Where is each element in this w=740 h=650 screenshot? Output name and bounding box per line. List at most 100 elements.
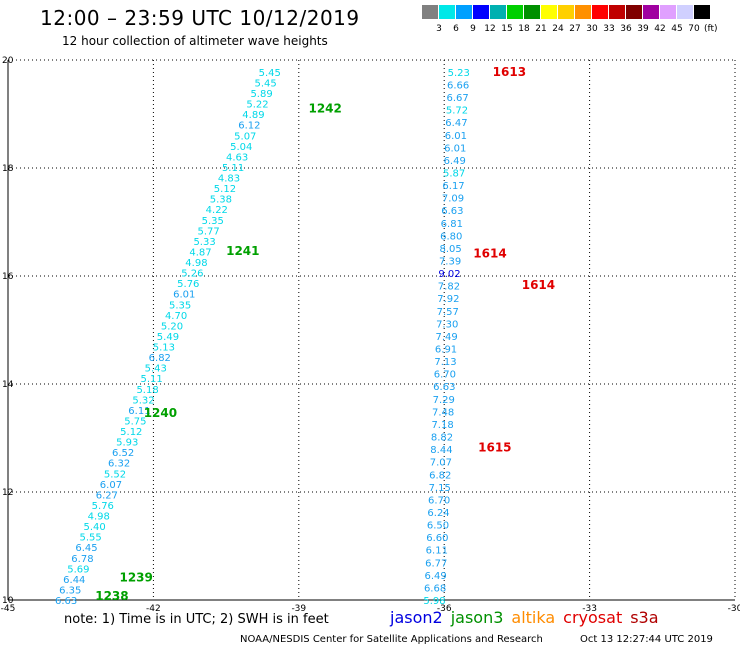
color-scale-swatch bbox=[507, 5, 523, 19]
swh-reading-jason3: 4.22 bbox=[206, 205, 228, 216]
pass-number-label: 1614 bbox=[473, 246, 506, 260]
color-scale-swatch bbox=[575, 5, 591, 19]
swh-reading-jason3: 4.63 bbox=[226, 152, 248, 163]
x-tick-label: -30 bbox=[728, 604, 740, 614]
swh-reading-cryosat: 6.63 bbox=[441, 206, 463, 217]
color-scale-label: 24 bbox=[552, 24, 564, 34]
swh-reading-jason3: 6.44 bbox=[63, 575, 85, 586]
swh-reading-cryosat: 8.05 bbox=[440, 244, 462, 255]
color-scale-label: 6 bbox=[453, 24, 459, 34]
swh-reading-jason3: 5.33 bbox=[193, 237, 215, 248]
color-scale-swatch bbox=[456, 5, 472, 19]
swh-reading-jason3: 4.70 bbox=[165, 311, 187, 322]
swh-reading-cryosat: 8.44 bbox=[430, 445, 452, 456]
pass-number-label: 1613 bbox=[493, 65, 526, 79]
swh-reading-jason3: 6.07 bbox=[100, 480, 122, 491]
color-scale-swatch bbox=[592, 5, 608, 19]
swh-reading-cryosat: 8.82 bbox=[431, 433, 453, 444]
y-tick-label: 12 bbox=[2, 488, 13, 498]
swh-reading-cryosat: 6.77 bbox=[425, 558, 447, 569]
chart-title: 12:00 – 23:59 UTC 10/12/2019 bbox=[40, 6, 360, 30]
color-scale-swatch bbox=[473, 5, 489, 19]
swh-reading-cryosat: 6.01 bbox=[444, 143, 466, 154]
swh-reading-cryosat: 7.48 bbox=[432, 407, 454, 418]
swh-reading-jason3: 4.98 bbox=[185, 258, 207, 269]
y-tick-label: 10 bbox=[2, 596, 14, 606]
color-scale-label: 27 bbox=[569, 24, 581, 34]
color-scale-swatch bbox=[677, 5, 693, 19]
x-tick-label: -33 bbox=[582, 604, 597, 614]
swh-reading-cryosat: 6.91 bbox=[435, 345, 457, 356]
swh-reading-cryosat: 6.70 bbox=[434, 370, 456, 381]
swh-reading-jason3: 6.45 bbox=[75, 543, 97, 554]
swh-reading-cryosat: 7.09 bbox=[442, 194, 464, 205]
pass-number-label: 1615 bbox=[478, 441, 511, 455]
color-scale-label: 45 bbox=[671, 24, 683, 34]
x-tick-label: -42 bbox=[146, 604, 161, 614]
color-scale-label: 21 bbox=[535, 24, 547, 34]
y-tick-label: 20 bbox=[2, 56, 14, 66]
color-scale-label: 9 bbox=[470, 24, 476, 34]
swh-reading-cryosat: 6.49 bbox=[444, 156, 466, 167]
x-tick-label: -36 bbox=[437, 604, 452, 614]
swh-reading-jason3: 5.43 bbox=[145, 364, 167, 375]
color-scale-unit: (ft) bbox=[704, 24, 718, 34]
color-scale-swatch bbox=[694, 5, 710, 19]
swh-reading-jason3: 6.35 bbox=[59, 585, 81, 596]
swh-reading-jason3: 5.26 bbox=[181, 269, 203, 280]
swh-reading-jason3: 5.45 bbox=[255, 78, 277, 89]
legend-s3a: s3a bbox=[630, 608, 659, 627]
swh-reading-cryosat: 6.50 bbox=[427, 521, 449, 532]
swh-reading-jason3: 6.27 bbox=[96, 490, 118, 501]
swh-reading-jason3: 5.55 bbox=[79, 533, 101, 544]
legend-cryosat: cryosat bbox=[563, 608, 623, 627]
color-scale-swatch bbox=[626, 5, 642, 19]
footnote: note: 1) Time is in UTC; 2) SWH is in fe… bbox=[64, 612, 329, 627]
swh-reading-jason3: 5.76 bbox=[177, 279, 199, 290]
chart-subtitle: 12 hour collection of altimeter wave hei… bbox=[62, 34, 328, 48]
swh-reading-jason3: 4.98 bbox=[88, 512, 110, 523]
swh-reading-cryosat: 6.24 bbox=[427, 508, 449, 519]
swh-reading-cryosat: 6.47 bbox=[445, 118, 467, 129]
swh-reading-cryosat: 6.01 bbox=[445, 131, 467, 142]
color-scale-label: 33 bbox=[603, 24, 615, 34]
x-tick-label: -45 bbox=[1, 604, 16, 614]
swh-reading-cryosat: 6.11 bbox=[426, 546, 448, 557]
swh-reading-jason3: 5.75 bbox=[124, 416, 146, 427]
color-scale-swatch bbox=[490, 5, 506, 19]
swh-reading-cryosat: 7.13 bbox=[434, 357, 456, 368]
swh-reading-cryosat: 5.87 bbox=[443, 168, 465, 179]
swh-reading-cryosat: 6.17 bbox=[442, 181, 464, 192]
swh-reading-cryosat: 5.72 bbox=[446, 106, 468, 117]
swh-reading-jason3: 5.11 bbox=[222, 163, 244, 174]
swh-reading-jason3: 5.76 bbox=[92, 501, 114, 512]
generated-timestamp: Oct 13 12:27:44 UTC 2019 bbox=[580, 634, 713, 645]
satellite-legend: jason2 jason3 altika cryosat s3a bbox=[390, 608, 667, 627]
swh-reading-jason3: 5.89 bbox=[250, 89, 272, 100]
swh-reading-cryosat: 6.67 bbox=[446, 93, 468, 104]
swh-reading-jason3: 5.52 bbox=[104, 469, 126, 480]
swh-reading-cryosat: 5.23 bbox=[448, 68, 470, 79]
y-tick-label: 14 bbox=[2, 380, 14, 390]
color-scale-label: 18 bbox=[518, 24, 530, 34]
swh-reading-jason3: 5.07 bbox=[234, 131, 256, 142]
swh-reading-cryosat: 6.63 bbox=[433, 382, 455, 393]
swh-reading-jason3: 5.40 bbox=[84, 522, 106, 533]
swh-reading-cryosat: 6.80 bbox=[440, 231, 462, 242]
color-scale-swatch bbox=[439, 5, 455, 19]
swh-reading-cryosat: 7.82 bbox=[438, 282, 460, 293]
swh-reading-jason3: 6.01 bbox=[173, 290, 195, 301]
swh-reading-jason3: 6.32 bbox=[108, 459, 130, 470]
color-scale-swatch bbox=[609, 5, 625, 19]
color-scale-label: 39 bbox=[637, 24, 649, 34]
pass-number-label: 1242 bbox=[308, 102, 341, 116]
swh-reading-jason3: 4.87 bbox=[189, 247, 211, 258]
color-scale-swatch bbox=[541, 5, 557, 19]
color-scale-label: 30 bbox=[586, 24, 598, 34]
swh-reading-cryosat: 7.30 bbox=[436, 319, 458, 330]
color-scale-label: 15 bbox=[501, 24, 513, 34]
swh-reading-jason3: 6.78 bbox=[71, 554, 93, 565]
swh-reading-jason3: 5.11 bbox=[141, 374, 163, 385]
swh-reading-jason3: 5.04 bbox=[230, 142, 252, 153]
